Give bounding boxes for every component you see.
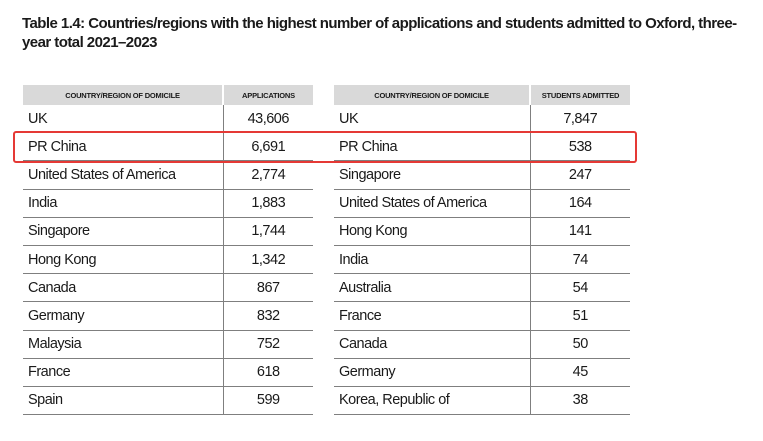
column-header-country: COUNTRY/REGION OF DOMICILE — [23, 85, 223, 105]
table-row: United States of America 164 — [334, 189, 630, 218]
table-row: Australia 54 — [334, 273, 630, 303]
table-row: Korea, Republic of 38 — [334, 386, 630, 416]
cell-country: Singapore — [334, 160, 530, 190]
table-row: Singapore 1,744 — [23, 217, 313, 246]
cell-country: UK — [23, 105, 223, 134]
table-header-row: COUNTRY/REGION OF DOMICILE STUDENTS ADMI… — [334, 85, 630, 105]
cell-country: United States of America — [23, 160, 223, 190]
cell-value: 6,691 — [222, 132, 313, 162]
cell-country: Canada — [23, 273, 223, 303]
cell-country: Spain — [23, 386, 223, 416]
cell-country: Australia — [334, 273, 530, 303]
cell-country: Korea, Republic of — [334, 386, 530, 416]
cell-value: 1,342 — [222, 245, 313, 275]
table-row: Singapore 247 — [334, 160, 630, 190]
cell-country: UK — [334, 105, 530, 134]
column-header-applications: APPLICATIONS — [222, 85, 313, 105]
cell-value: 538 — [529, 132, 630, 162]
cell-value: 43,606 — [222, 105, 313, 134]
cell-value: 599 — [222, 386, 313, 416]
cell-country: Canada — [334, 330, 530, 359]
table-row: Germany 832 — [23, 301, 313, 331]
table-header-row: COUNTRY/REGION OF DOMICILE APPLICATIONS — [23, 85, 313, 105]
cell-value: 141 — [529, 217, 630, 246]
cell-country: Singapore — [23, 217, 223, 246]
cell-value: 74 — [529, 245, 630, 275]
cell-value: 247 — [529, 160, 630, 190]
table-row: Spain 599 — [23, 386, 313, 416]
cell-value: 45 — [529, 358, 630, 387]
cell-country: Hong Kong — [23, 245, 223, 275]
column-header-country: COUNTRY/REGION OF DOMICILE — [334, 85, 530, 105]
cell-country: Germany — [23, 301, 223, 331]
table-row: Malaysia 752 — [23, 330, 313, 359]
cell-value: 832 — [222, 301, 313, 331]
cell-value: 7,847 — [529, 105, 630, 134]
column-header-students-admitted: STUDENTS ADMITTED — [529, 85, 630, 105]
cell-country: France — [334, 301, 530, 331]
cell-value: 54 — [529, 273, 630, 303]
cell-value: 618 — [222, 358, 313, 387]
table-row: PR China 538 — [334, 132, 630, 162]
table-row: India 74 — [334, 245, 630, 275]
students-admitted-table: COUNTRY/REGION OF DOMICILE STUDENTS ADMI… — [334, 85, 630, 416]
table-row: UK 7,847 — [334, 105, 630, 134]
cell-country: India — [334, 245, 530, 275]
applications-table: COUNTRY/REGION OF DOMICILE APPLICATIONS … — [23, 85, 313, 416]
table-row: PR China 6,691 — [23, 132, 313, 162]
cell-value: 38 — [529, 386, 630, 416]
cell-value: 51 — [529, 301, 630, 331]
cell-country: PR China — [23, 132, 223, 162]
cell-value: 1,744 — [222, 217, 313, 246]
cell-country: United States of America — [334, 189, 530, 218]
table-row: India 1,883 — [23, 189, 313, 218]
table-row: France 51 — [334, 301, 630, 331]
cell-value: 752 — [222, 330, 313, 359]
table-row: United States of America 2,774 — [23, 160, 313, 190]
cell-value: 1,883 — [222, 189, 313, 218]
cell-country: France — [23, 358, 223, 387]
table-title: Table 1.4: Countries/regions with the hi… — [22, 15, 737, 51]
cell-country: Malaysia — [23, 330, 223, 359]
table-row: Canada 867 — [23, 273, 313, 303]
cell-country: Hong Kong — [334, 217, 530, 246]
cell-country: PR China — [334, 132, 530, 162]
table-row: UK 43,606 — [23, 105, 313, 134]
table-row: Hong Kong 1,342 — [23, 245, 313, 275]
cell-value: 164 — [529, 189, 630, 218]
table-row: Hong Kong 141 — [334, 217, 630, 246]
cell-value: 2,774 — [222, 160, 313, 190]
cell-value: 50 — [529, 330, 630, 359]
cell-country: India — [23, 189, 223, 218]
table-row: Canada 50 — [334, 330, 630, 359]
cell-value: 867 — [222, 273, 313, 303]
table-row: France 618 — [23, 358, 313, 387]
table-row: Germany 45 — [334, 358, 630, 387]
cell-country: Germany — [334, 358, 530, 387]
